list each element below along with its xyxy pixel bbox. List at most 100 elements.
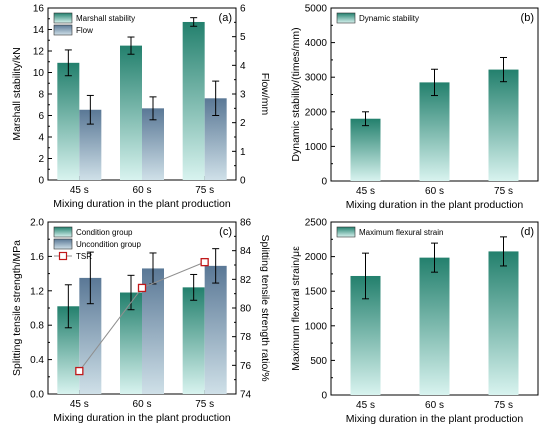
y-left-tick-label: 1500 [305,287,328,298]
panel-label: (b) [521,12,534,24]
y-right-axis-title: Flow/mm [259,73,271,116]
y-right-tick-label: 1 [240,147,246,158]
y-left-tick-label: 6 [38,111,44,122]
y-left-tick-label: 12 [33,47,45,58]
y-left-tick-label: 8 [38,90,44,101]
x-tick-label: 75 s [494,186,513,197]
y-left-tick-label: 5000 [305,4,328,15]
bar [79,109,102,180]
bar [142,108,164,180]
tsr-marker [75,366,84,376]
chart-panel-b: 0 1000 2000 3000 4000 5000 Dynamic stability/(… [290,4,539,211]
y-right-tick-label: 0 [240,176,246,187]
y-right-axis-title: Splitting tensile strength ratio/% [259,234,271,381]
y-left-tick-label: 2 [38,154,44,165]
y-right-tick-label: 84 [240,246,252,257]
x-tick-label: 60 s [133,185,152,196]
y-left-tick-label: 500 [310,356,327,367]
x-tick-label: 45 s [70,185,89,196]
legend-swatch [53,24,73,36]
y-right-tick-label: 5 [240,32,246,43]
y-right-tick-label: 2 [240,118,246,129]
x-tick-label: 45 s [70,399,89,410]
legend-label: Maximum flexural strain [359,228,443,237]
legend-swatch [53,226,73,238]
bar [488,69,519,181]
legend-swatch [53,12,73,24]
y-left-tick-label: 4 [38,133,44,144]
y-right-tick-label: 3 [240,90,246,101]
x-tick-label: 60 s [133,399,152,410]
x-tick-label: 45 s [356,400,375,411]
y-left-tick-label: 4000 [305,38,328,49]
legend-label: Marshall stability [76,14,135,23]
y-left-tick-label: 1000 [305,321,328,332]
bar [204,265,227,394]
chart-panel-d: 0 500 1000 1500 2000 2500 Maximum flexural str… [290,218,539,424]
legend-label: TSR [76,252,92,261]
y-left-axis-title: Dynamic stability/(times/mm) [290,27,302,161]
x-tick-label: 75 s [195,185,214,196]
panel-label: (a) [219,12,232,24]
y-left-tick-label: 2.0 [30,218,44,229]
x-tick-label: 75 s [195,399,214,410]
y-left-tick-label: 1.6 [30,252,44,263]
panel-label: (d) [521,226,534,238]
y-left-tick-label: 0.8 [30,321,44,332]
legend-swatch [58,251,68,261]
y-right-tick-label: 74 [240,390,252,401]
y-left-tick-label: 0.4 [30,355,44,366]
bar [57,62,80,181]
legend-label: Condition group [76,228,133,237]
y-left-tick-label: 2500 [305,218,328,229]
legend-swatch [336,12,356,24]
y-left-axis-title: Splitting tensile strength/MPa [11,240,23,376]
legend-label: Flow [76,26,93,35]
legend-label: Uncondition group [76,240,141,249]
legend-label: Dynamic stability [359,14,419,23]
y-left-tick-label: 2000 [305,252,328,263]
bar [350,118,381,181]
x-axis-title: Mixing duration in the plant production [346,199,524,211]
y-right-tick-label: 82 [240,275,252,286]
tsr-marker [200,257,209,267]
y-left-tick-label: 3000 [305,73,328,84]
y-right-tick-label: 76 [240,361,252,372]
x-tick-label: 60 s [425,400,444,411]
y-left-tick-label: 0 [321,177,327,188]
y-right-tick-label: 86 [240,218,252,229]
y-left-tick-label: 16 [33,4,45,15]
chart-panel-c: 0.0 0.4 0.8 1.2 1.6 2.0 Splitting tensile stre… [11,218,271,424]
y-left-axis-title: Marshall stability/kN [11,47,23,140]
y-left-axis-title: Maximum flexural strain/με [290,246,302,371]
x-axis-title: Mixing duration in the plant production [346,413,524,424]
y-left-tick-label: 14 [33,25,45,36]
bar [204,98,227,180]
bar [419,257,450,395]
bar [182,287,205,394]
x-tick-label: 60 s [425,186,444,197]
legend-swatch [53,238,73,250]
x-tick-label: 75 s [494,400,513,411]
y-right-tick-label: 78 [240,332,252,343]
legend-swatch [336,226,356,238]
y-left-tick-label: 0 [321,391,327,402]
x-axis-title: Mixing duration in the plant production [53,412,231,424]
y-left-tick-label: 1.2 [30,286,44,297]
y-right-tick-label: 6 [240,4,246,15]
tsr-marker [137,283,147,293]
y-left-tick-label: 1000 [305,142,328,153]
bar [120,292,142,394]
y-right-tick-label: 4 [240,61,246,72]
bar [57,306,80,394]
bar [120,45,142,180]
bar [79,277,102,394]
y-left-tick-label: 2000 [305,107,328,118]
bar [488,251,519,395]
x-tick-label: 45 s [356,186,375,197]
y-left-tick-label: 0 [38,176,44,187]
panel-label: (c) [219,226,232,238]
y-right-tick-label: 80 [240,304,252,315]
